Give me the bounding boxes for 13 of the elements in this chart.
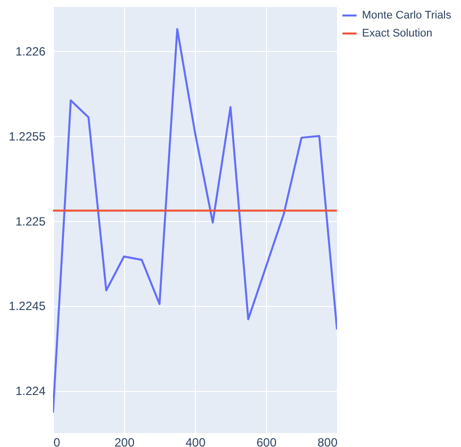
x-tick-label: 0 — [54, 436, 60, 447]
x-tick-label: 200 — [114, 436, 135, 447]
x-tick-label: 800 — [317, 436, 338, 447]
y-tick-label: 1.2245 — [8, 299, 46, 314]
y-tick-label: 1.224 — [15, 384, 46, 398]
line-series — [53, 28, 337, 414]
legend-label: Exact Solution — [362, 28, 432, 40]
legend-label: Monte Carlo Trials — [362, 10, 452, 22]
x-tick-label: 400 — [185, 436, 206, 447]
y-tick-label: 1.226 — [15, 44, 46, 59]
x-tick-label: 600 — [256, 436, 277, 447]
y-tick-label: 1.225 — [15, 214, 46, 228]
y-tick-label: 1.2255 — [8, 129, 46, 144]
